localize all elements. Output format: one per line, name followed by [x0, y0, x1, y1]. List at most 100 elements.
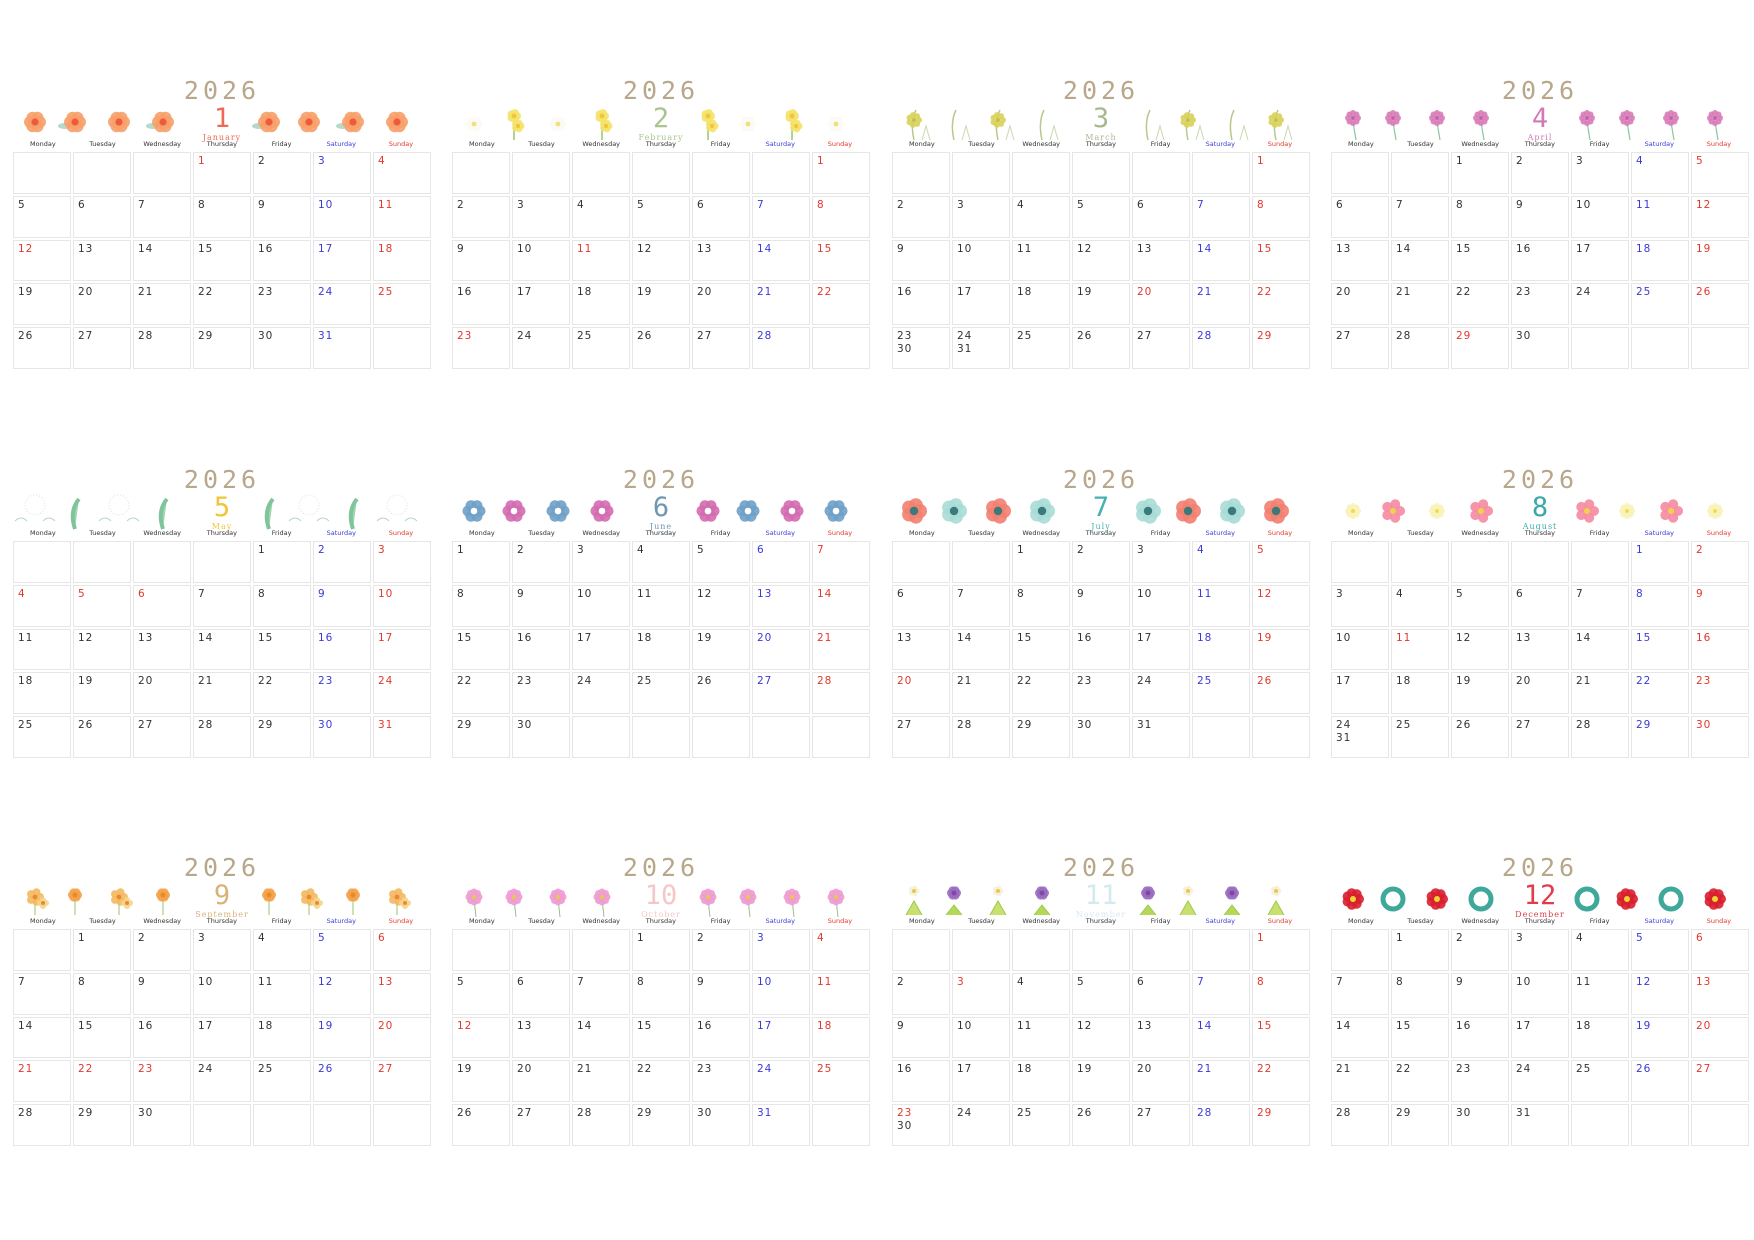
day-cell[interactable]: 9	[512, 584, 570, 627]
day-cell[interactable]: 21	[952, 672, 1010, 715]
day-cell[interactable]: 15	[812, 239, 870, 282]
day-cell[interactable]: 12	[1252, 584, 1310, 627]
day-cell[interactable]: 2	[133, 929, 191, 971]
day-cell[interactable]: 28	[1571, 716, 1629, 758]
day-cell[interactable]: 27	[1132, 327, 1190, 369]
day-cell[interactable]: 11	[1391, 628, 1449, 671]
day-cell[interactable]: 19	[1691, 239, 1749, 282]
day-cell[interactable]: 1	[193, 152, 251, 194]
day-cell[interactable]: 26	[73, 716, 131, 758]
day-cell[interactable]: 8	[812, 195, 870, 238]
day-cell[interactable]: 27	[73, 327, 131, 369]
day-cell[interactable]: 11	[632, 584, 690, 627]
day-cell[interactable]: 9	[892, 239, 950, 282]
day-cell[interactable]: 24	[952, 1104, 1010, 1146]
day-cell[interactable]: 30	[692, 1104, 750, 1146]
day-cell[interactable]: 14	[1391, 239, 1449, 282]
day-cell[interactable]: 2	[1451, 929, 1509, 971]
day-cell[interactable]: 31	[1511, 1104, 1569, 1146]
day-cell[interactable]	[572, 152, 630, 194]
day-cell[interactable]: 15	[1451, 239, 1509, 282]
day-cell[interactable]: 5	[1451, 584, 1509, 627]
day-cell[interactable]	[1331, 929, 1389, 971]
day-cell[interactable]: 10	[1331, 628, 1389, 671]
day-cell[interactable]: 28	[752, 327, 810, 369]
day-cell[interactable]: 8	[193, 195, 251, 238]
day-cell[interactable]	[952, 152, 1010, 194]
day-cell[interactable]: 16	[892, 283, 950, 326]
day-cell[interactable]: 2	[1072, 541, 1130, 583]
day-cell[interactable]: 14	[13, 1016, 71, 1059]
day-cell[interactable]: 19	[13, 283, 71, 326]
day-cell[interactable]: 11	[1631, 195, 1689, 238]
day-cell[interactable]	[692, 716, 750, 758]
day-cell[interactable]	[452, 929, 510, 971]
day-cell[interactable]: 20	[1511, 672, 1569, 715]
day-cell[interactable]: 30	[512, 716, 570, 758]
day-cell[interactable]: 26	[313, 1060, 371, 1103]
day-cell[interactable]: 8	[1252, 195, 1310, 238]
day-cell[interactable]: 10	[1571, 195, 1629, 238]
day-cell[interactable]: 28	[1391, 327, 1449, 369]
day-cell[interactable]: 12	[452, 1016, 510, 1059]
day-cell[interactable]: 13	[73, 239, 131, 282]
day-cell[interactable]: 3	[752, 929, 810, 971]
day-cell[interactable]: 3	[1331, 584, 1389, 627]
day-cell[interactable]	[1331, 541, 1389, 583]
day-cell[interactable]: 4	[1391, 584, 1449, 627]
day-cell[interactable]	[632, 152, 690, 194]
day-cell[interactable]	[452, 152, 510, 194]
day-cell[interactable]: 25	[253, 1060, 311, 1103]
day-cell[interactable]	[253, 1104, 311, 1146]
day-cell[interactable]: 15	[1391, 1016, 1449, 1059]
day-cell[interactable]: 30	[313, 716, 371, 758]
day-cell[interactable]: 20	[73, 283, 131, 326]
day-cell[interactable]: 22	[1631, 672, 1689, 715]
day-cell[interactable]: 14	[133, 239, 191, 282]
day-cell[interactable]: 9	[452, 239, 510, 282]
day-cell[interactable]: 30	[1451, 1104, 1509, 1146]
day-cell[interactable]: 6	[1331, 195, 1389, 238]
day-cell[interactable]	[692, 152, 750, 194]
day-cell[interactable]: 13	[692, 239, 750, 282]
day-cell[interactable]: 2	[512, 541, 570, 583]
day-cell[interactable]	[1192, 929, 1250, 971]
day-cell[interactable]: 1	[812, 152, 870, 194]
day-cell[interactable]: 19	[692, 628, 750, 671]
day-cell[interactable]	[1631, 327, 1689, 369]
day-cell[interactable]: 6	[512, 972, 570, 1015]
day-cell[interactable]: 14	[572, 1016, 630, 1059]
day-cell[interactable]: 8	[632, 972, 690, 1015]
day-cell[interactable]: 30	[253, 327, 311, 369]
day-cell[interactable]: 30	[1072, 716, 1130, 758]
day-cell[interactable]: 21	[1571, 672, 1629, 715]
day-cell[interactable]: 4	[1571, 929, 1629, 971]
day-cell[interactable]: 6	[1511, 584, 1569, 627]
day-cell[interactable]: 10	[952, 1016, 1010, 1059]
day-cell[interactable]: 13	[892, 628, 950, 671]
day-cell[interactable]: 10	[1511, 972, 1569, 1015]
day-cell[interactable]: 8	[452, 584, 510, 627]
day-cell[interactable]: 19	[1451, 672, 1509, 715]
day-cell[interactable]: 17	[373, 628, 431, 671]
day-cell[interactable]: 2	[1511, 152, 1569, 194]
day-cell[interactable]	[1691, 1104, 1749, 1146]
day-cell[interactable]: 19	[313, 1016, 371, 1059]
day-cell[interactable]: 25	[1571, 1060, 1629, 1103]
day-cell[interactable]: 27	[1331, 327, 1389, 369]
day-cell[interactable]: 18	[253, 1016, 311, 1059]
day-cell[interactable]: 18	[13, 672, 71, 715]
day-cell[interactable]: 25	[1391, 716, 1449, 758]
day-cell[interactable]: 8	[1631, 584, 1689, 627]
day-cell[interactable]: 14	[1192, 239, 1250, 282]
day-cell[interactable]: 27	[133, 716, 191, 758]
day-cell[interactable]: 29	[193, 327, 251, 369]
day-cell[interactable]: 18	[572, 283, 630, 326]
day-cell[interactable]: 29	[1391, 1104, 1449, 1146]
day-cell[interactable]: 1	[73, 929, 131, 971]
day-cell[interactable]: 30	[1511, 327, 1569, 369]
day-cell[interactable]: 16	[133, 1016, 191, 1059]
day-cell[interactable]: 5	[632, 195, 690, 238]
day-cell[interactable]: 2	[313, 541, 371, 583]
day-cell[interactable]	[1571, 541, 1629, 583]
